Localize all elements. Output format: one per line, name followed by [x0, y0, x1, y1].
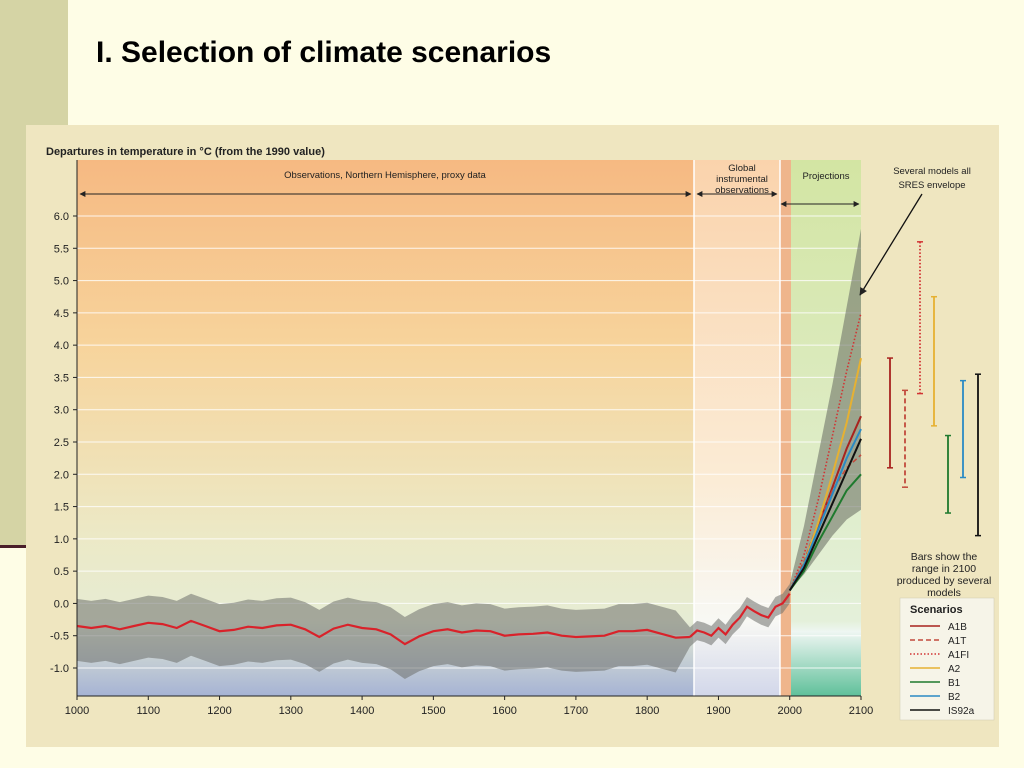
- legend-label-a1fi: A1FI: [948, 650, 969, 661]
- x-tick-label: 1400: [350, 705, 374, 717]
- y-tick-label: 4.0: [54, 340, 69, 352]
- y-tick-label: 1.5: [54, 502, 69, 514]
- proxy-reconstruction-line: [76, 619, 690, 646]
- y-tick-label: 2.0: [54, 469, 69, 481]
- instrumental-period-background: [694, 160, 780, 696]
- slide-title: I. Selection of climate scenarios: [96, 36, 552, 69]
- scenario-line-b2: [788, 428, 862, 591]
- legend-label-a2: A2: [948, 664, 961, 675]
- period-label-projections: Projections: [803, 171, 850, 182]
- x-tick-label: 1800: [635, 705, 659, 717]
- legend-label-is92a: IS92a: [948, 706, 975, 717]
- scenario-line-a1fi: [788, 312, 862, 591]
- scenario-line-b1: [788, 473, 862, 592]
- y-tick-label: 3.5: [54, 372, 69, 384]
- legend-label-a1b: A1B: [948, 622, 967, 633]
- x-tick-label: 2100: [849, 705, 873, 717]
- period-label-proxy: Observations, Northern Hemisphere, proxy…: [284, 170, 486, 181]
- legend-box: [899, 597, 995, 721]
- instrumental-record-line: [689, 593, 791, 638]
- range-bars-2100: [887, 241, 981, 537]
- legend-title: Scenarios: [910, 604, 963, 616]
- gap-period-background: [780, 160, 791, 696]
- chart-figure: -1.0 -0.5 0.0 0.5 1.0 1.5 2.0 2.5 3.0 3.5 4.0 4.5 5.…: [26, 125, 999, 747]
- y-tick-label: -1.0: [50, 663, 69, 675]
- y-tick-label: 1.0: [54, 534, 69, 546]
- y-tick-label: -0.5: [50, 631, 69, 643]
- x-tick-label: 1700: [564, 705, 588, 717]
- sres-envelope: [789, 228, 861, 591]
- series-lines: [76, 312, 862, 646]
- x-tick-label: 1300: [279, 705, 303, 717]
- y-tick-label: 5.5: [54, 243, 69, 255]
- scenario-legend: Scenarios A1B A1T A1FI A2 B1 B2 IS92a: [899, 597, 995, 721]
- envelope-annotation: Several models all SRES envelope: [893, 166, 971, 191]
- temperature-chart: -1.0 -0.5 0.0 0.5 1.0 1.5 2.0 2.5 3.0 3.5 4.0 4.5 5.…: [46, 146, 995, 721]
- y-tick-label: 0.0: [54, 598, 69, 610]
- y-tick-label: 4.5: [54, 308, 69, 320]
- x-tick-label: 1200: [207, 705, 231, 717]
- scenario-line-is92a: [788, 438, 862, 592]
- x-tick-label: 1000: [65, 705, 89, 717]
- y-tick-label: 6.0: [54, 211, 69, 223]
- legend-label-b2: B2: [948, 692, 961, 703]
- y-tick-label: 3.0: [54, 405, 69, 417]
- chart-title: Departures in temperature in °C (from th…: [46, 146, 325, 158]
- x-tick-label: 1900: [706, 705, 730, 717]
- legend-label-b1: B1: [948, 678, 961, 689]
- period-label-instrumental: Global instrumental observations: [715, 163, 769, 196]
- y-tick-label: 2.5: [54, 437, 69, 449]
- decorative-left-line: [0, 545, 30, 548]
- x-tick-label: 1500: [421, 705, 445, 717]
- x-tick-label: 2000: [777, 705, 801, 717]
- x-tick-label: 1100: [136, 705, 160, 717]
- bars-range-note: Bars show the range in 2100 produced by se…: [897, 551, 992, 599]
- y-tick-label: 5.0: [54, 276, 69, 288]
- envelope-pointer-arrow: [859, 193, 923, 296]
- axes: -1.0 -0.5 0.0 0.5 1.0 1.5 2.0 2.5 3.0 3.5 4.0 4.5 5.…: [50, 160, 873, 717]
- sres-envelope-area: [789, 228, 861, 591]
- y-tick-label: 0.5: [54, 566, 69, 578]
- legend-label-a1t: A1T: [948, 636, 966, 647]
- x-tick-label: 1600: [492, 705, 516, 717]
